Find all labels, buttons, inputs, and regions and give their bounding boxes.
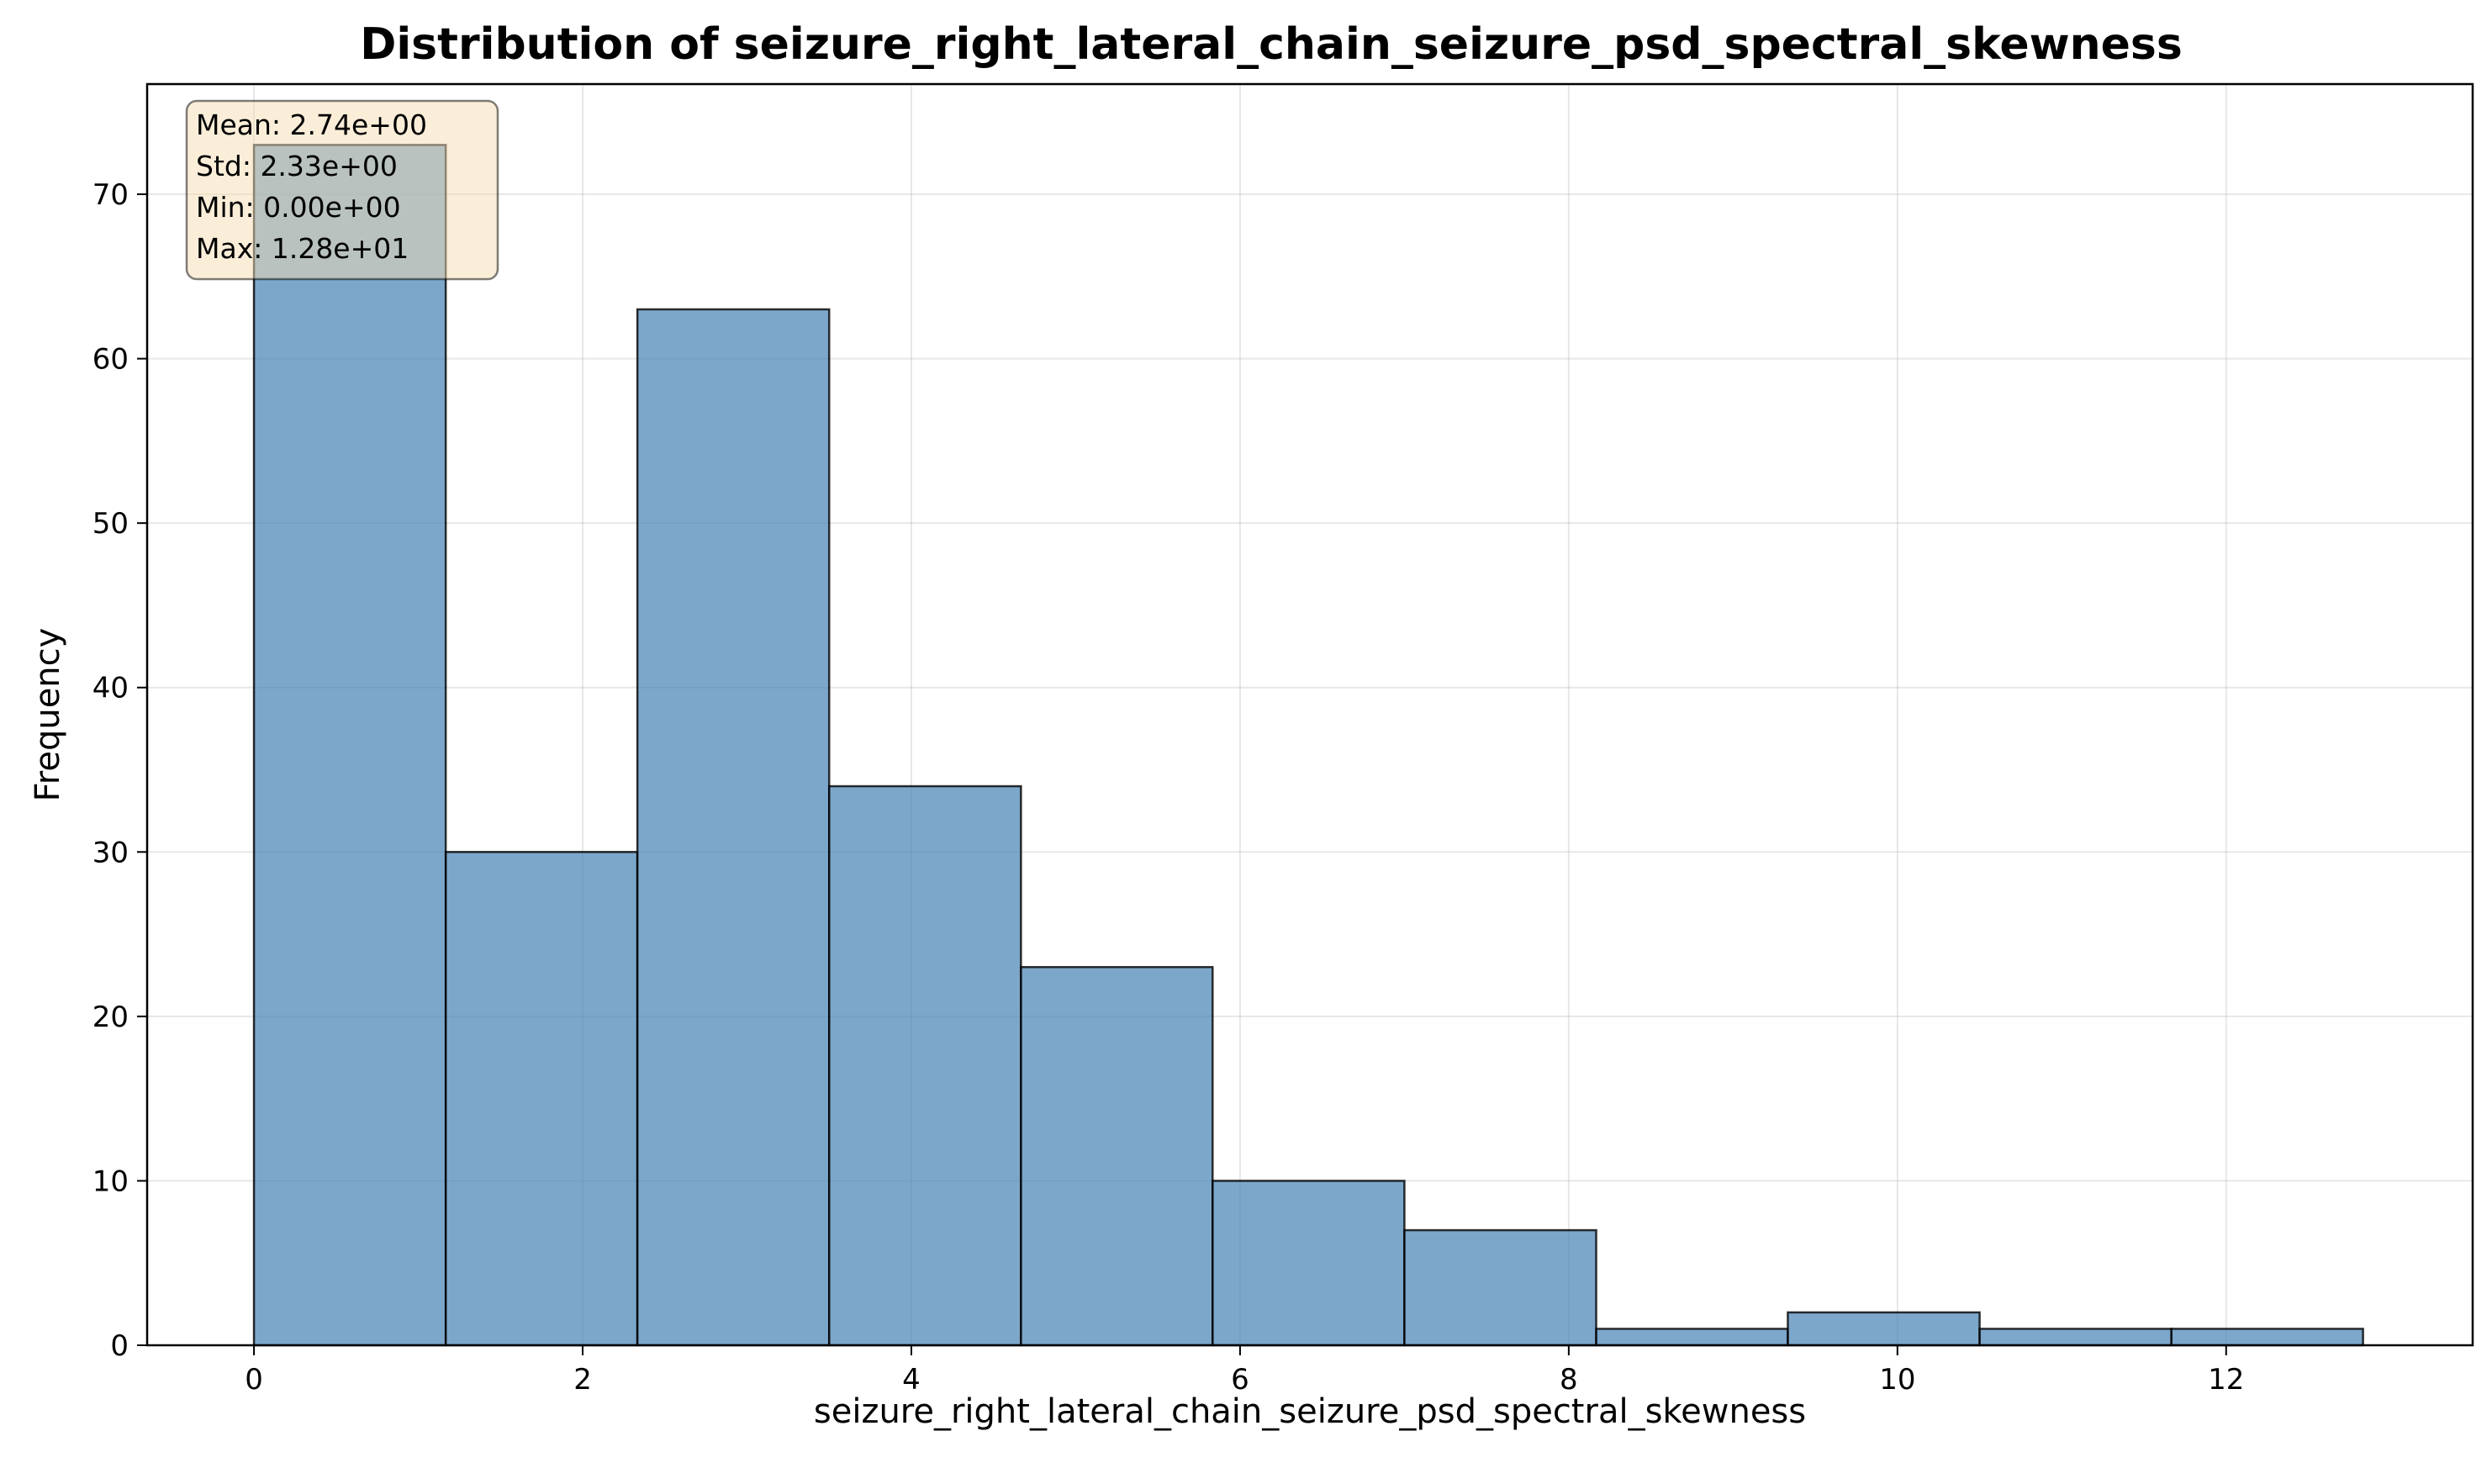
y-axis-ticks: 0 10 20 30 40 50 60 70 <box>92 178 147 1363</box>
y-tick-label: 10 <box>92 1164 129 1198</box>
x-tick-label: 4 <box>902 1363 921 1397</box>
histogram-bar <box>444 851 639 1347</box>
y-tick-label: 40 <box>92 672 129 705</box>
y-tick-label: 70 <box>92 178 129 212</box>
histogram-bar <box>1403 1228 1597 1347</box>
x-tick-label: 6 <box>1231 1363 1249 1397</box>
y-tick-label: 30 <box>92 836 129 869</box>
y-tick-label: 50 <box>92 507 129 541</box>
stats-max: Max: 1.28e+01 <box>196 232 409 265</box>
x-tick-label: 10 <box>1879 1363 1915 1397</box>
x-tick-label: 0 <box>245 1363 263 1397</box>
x-axis-label: seizure_right_lateral_chain_seizure_psd_… <box>814 1392 1806 1431</box>
y-axis-label: Frequency <box>29 628 67 802</box>
histogram-bar <box>2170 1328 2364 1347</box>
plot-frame <box>145 82 2474 1347</box>
x-tick-label: 12 <box>2208 1363 2244 1397</box>
y-tick-label: 60 <box>92 343 129 377</box>
histogram-bar <box>1212 1180 1406 1347</box>
y-tick-label: 20 <box>92 1001 129 1034</box>
histogram-bar <box>252 144 447 1347</box>
histogram-bar <box>827 784 1022 1347</box>
x-tick-label: 8 <box>1560 1363 1578 1397</box>
histogram-bar <box>1787 1311 1981 1347</box>
histogram-bar <box>1595 1328 1789 1347</box>
chart-title: Distribution of seizure_right_lateral_ch… <box>360 19 2183 70</box>
histogram-bar <box>1020 965 1214 1347</box>
stats-box-background <box>185 99 499 281</box>
histogram-bar <box>636 308 831 1347</box>
stats-box: Mean: 2.74e+00 Std: 2.33e+00 Min: 0.00e+… <box>185 99 499 281</box>
stats-mean: Mean: 2.74e+00 <box>196 108 427 141</box>
stats-std: Std: 2.33e+00 <box>196 150 398 182</box>
x-tick-label: 2 <box>573 1363 592 1397</box>
y-tick-label: 0 <box>110 1329 129 1363</box>
x-axis-ticks: 0 2 4 6 8 10 12 <box>245 1345 2244 1397</box>
histogram-bars <box>252 144 2364 1347</box>
stats-min: Min: 0.00e+00 <box>196 191 401 224</box>
histogram-bar <box>1978 1328 2173 1347</box>
